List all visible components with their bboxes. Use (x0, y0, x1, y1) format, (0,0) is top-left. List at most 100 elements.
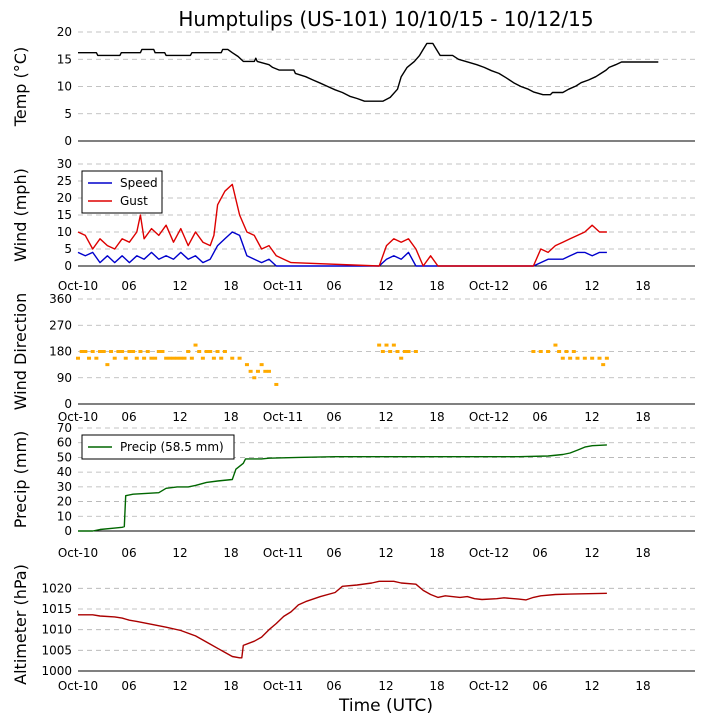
legend-box (81, 170, 163, 214)
direction-point (193, 343, 198, 347)
y-tick-label: 5 (64, 107, 72, 121)
y-tick-label: 360 (49, 292, 72, 306)
y-tick-label: 70 (57, 421, 72, 435)
y-tick-label: 90 (57, 371, 72, 385)
direction-point (384, 343, 389, 347)
direction-point (395, 350, 400, 353)
x-tick-label: 06 (326, 410, 341, 424)
x-tick-label: 12 (172, 546, 187, 560)
x-tick-label: 18 (223, 279, 238, 293)
direction-point (413, 350, 418, 353)
direction-point (145, 350, 150, 353)
direction-point (171, 356, 176, 360)
x-tick-label: 12 (378, 679, 393, 693)
x-tick-label: 18 (429, 679, 444, 693)
direction-point (406, 350, 411, 353)
y-tick-label: 20 (57, 191, 72, 205)
direction-point (109, 350, 114, 353)
direction-point (138, 350, 143, 353)
direction-point (575, 356, 580, 360)
direction-point (568, 356, 573, 360)
y-tick-label: 10 (57, 225, 72, 239)
direction-point (266, 369, 271, 373)
direction-point (531, 350, 536, 353)
direction-point (94, 356, 99, 360)
legend-label: Precip (58.5 mm) (120, 440, 224, 454)
direction-point (79, 350, 84, 353)
y-tick-label: 50 (57, 450, 72, 464)
x-tick-label: 12 (378, 279, 393, 293)
direction-point (230, 356, 235, 360)
direction-point (399, 356, 404, 360)
x-tick-label: Oct-12 (469, 679, 509, 693)
legend: Speed Gust (81, 170, 163, 214)
x-tick-label: 06 (532, 679, 547, 693)
direction-point (582, 356, 587, 360)
direction-point (274, 382, 279, 386)
y-tick-label: 30 (57, 480, 72, 494)
direction-point (131, 350, 136, 353)
y-tick-label: 30 (57, 157, 72, 171)
x-tick-label: Oct-12 (469, 279, 509, 293)
y-tick-label: 15 (57, 52, 72, 66)
y-tick-label: 1010 (41, 623, 72, 637)
y-axis-label: Wind (mph) (11, 168, 30, 262)
y-tick-label: 1020 (41, 581, 72, 595)
y-tick-label: 25 (57, 174, 72, 188)
y-tick-label: 0 (64, 259, 72, 273)
direction-point (219, 356, 224, 360)
x-tick-label: Oct-12 (469, 410, 509, 424)
direction-point (601, 363, 606, 367)
x-tick-label: 18 (635, 410, 650, 424)
direction-point (208, 350, 213, 353)
x-tick-label: 06 (532, 279, 547, 293)
x-tick-label: Oct-10 (58, 279, 98, 293)
y-axis-label: Altimeter (hPa) (11, 564, 30, 685)
direction-point (402, 350, 407, 353)
direction-point (186, 350, 191, 353)
y-tick-label: 270 (49, 318, 72, 332)
direction-point (87, 356, 92, 360)
direction-point (167, 356, 172, 360)
direction-point (222, 350, 227, 353)
y-axis-label: Temp (°C) (11, 47, 30, 127)
direction-point (377, 343, 382, 347)
x-tick-label: 12 (584, 279, 599, 293)
x-tick-label: 06 (326, 279, 341, 293)
direction-point (142, 356, 147, 360)
x-tick-label: 06 (121, 279, 136, 293)
y-tick-label: 60 (57, 436, 72, 450)
y-tick-label: 1015 (41, 602, 72, 616)
direction-point (557, 350, 562, 353)
x-tick-label: 18 (635, 679, 650, 693)
direction-point (380, 350, 385, 353)
x-tick-label: 12 (584, 410, 599, 424)
legend-label: Gust (120, 194, 148, 208)
x-tick-label: 18 (223, 546, 238, 560)
y-axis-label: Wind Direction (11, 293, 30, 411)
x-tick-label: 18 (635, 279, 650, 293)
direction-point (134, 356, 139, 360)
direction-point (590, 356, 595, 360)
x-tick-label: 06 (326, 546, 341, 560)
x-tick-label: Oct-10 (58, 679, 98, 693)
direction-point (90, 350, 95, 353)
x-tick-label: 12 (172, 410, 187, 424)
direction-point (259, 363, 264, 367)
direction-point (76, 356, 80, 360)
direction-point (175, 356, 180, 360)
figure-title: Humptulips (US-101) 10/10/15 - 10/12/15 (178, 7, 593, 31)
x-tick-label: 06 (121, 679, 136, 693)
direction-point (597, 356, 602, 360)
direction-point (105, 363, 110, 367)
direction-point (244, 363, 249, 367)
y-tick-label: 10 (57, 80, 72, 94)
direction-point (116, 350, 121, 353)
y-tick-label: 20 (57, 495, 72, 509)
y-tick-label: 180 (49, 345, 72, 359)
x-tick-label: 06 (121, 410, 136, 424)
direction-point (182, 356, 187, 360)
direction-point (197, 350, 202, 353)
direction-point (200, 356, 205, 360)
